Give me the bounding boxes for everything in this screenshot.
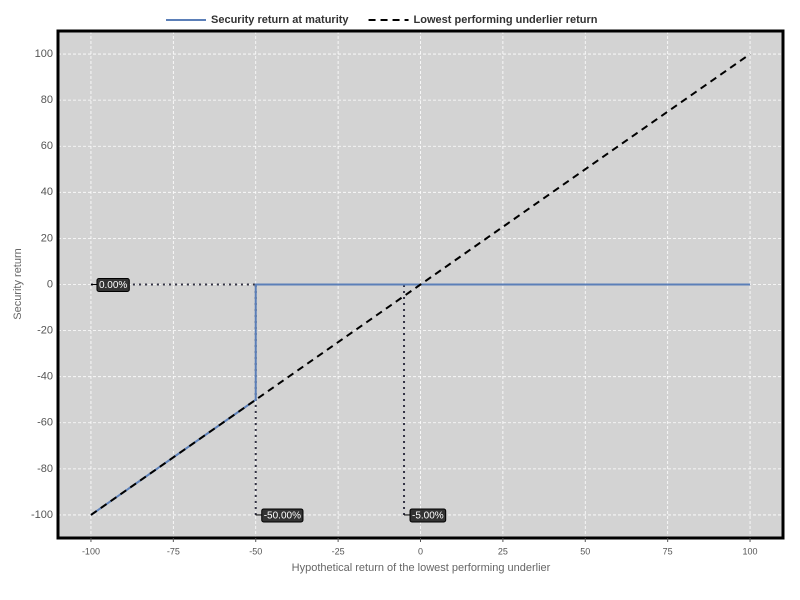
y-tick-label: 60 bbox=[41, 140, 53, 152]
y-tick-label: -20 bbox=[37, 324, 53, 336]
y-tick-label: 40 bbox=[41, 186, 53, 198]
series-line bbox=[90, 53, 751, 516]
x-tick-label: 100 bbox=[743, 546, 758, 556]
y-tick-label: 20 bbox=[41, 232, 53, 244]
y-tick-label: 80 bbox=[41, 94, 53, 106]
x-tick-label: -75 bbox=[167, 546, 180, 556]
x-axis-label: Hypothetical return of the lowest perfor… bbox=[292, 562, 551, 574]
x-tick-label: -25 bbox=[332, 546, 345, 556]
x-tick-label: 25 bbox=[498, 546, 508, 556]
x-tick-label: 0 bbox=[418, 546, 423, 556]
annotation-box bbox=[261, 508, 304, 523]
y-axis-label: Security return bbox=[12, 248, 24, 320]
annotation-box bbox=[96, 278, 130, 292]
x-tick-label: 50 bbox=[580, 546, 590, 556]
annotation-label: -5.00% bbox=[412, 511, 444, 522]
y-tick-label: -60 bbox=[37, 417, 53, 429]
marks: 0.00% -50.00% -5.00% bbox=[90, 53, 751, 523]
x-tick-label: 75 bbox=[663, 546, 673, 556]
x-tick-label: -50 bbox=[249, 546, 262, 556]
y-tick-label: -40 bbox=[37, 371, 53, 383]
annotation-box bbox=[409, 508, 447, 523]
legend-label: Security return at maturity bbox=[211, 14, 349, 26]
y-tick-label: -100 bbox=[31, 509, 53, 521]
y-tick-label: 0 bbox=[47, 278, 53, 290]
annotation-label: -50.00% bbox=[264, 511, 301, 522]
y-tick-label: -80 bbox=[37, 463, 53, 475]
annotation-label: 0.00% bbox=[99, 280, 127, 291]
legend-label: Lowest performing underlier return bbox=[414, 14, 598, 26]
x-tick-label: -100 bbox=[82, 546, 100, 556]
y-tick-label: 100 bbox=[35, 48, 53, 60]
